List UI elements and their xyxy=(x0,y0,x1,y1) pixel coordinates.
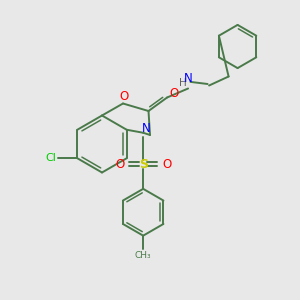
Text: N: N xyxy=(184,72,193,86)
Text: S: S xyxy=(139,158,148,171)
Text: H: H xyxy=(179,78,187,88)
Text: Cl: Cl xyxy=(46,153,56,163)
Text: O: O xyxy=(119,90,128,104)
Text: N: N xyxy=(142,122,151,135)
Text: O: O xyxy=(162,158,171,171)
Text: CH₃: CH₃ xyxy=(135,250,152,260)
Text: O: O xyxy=(115,158,124,171)
Text: O: O xyxy=(169,87,178,101)
